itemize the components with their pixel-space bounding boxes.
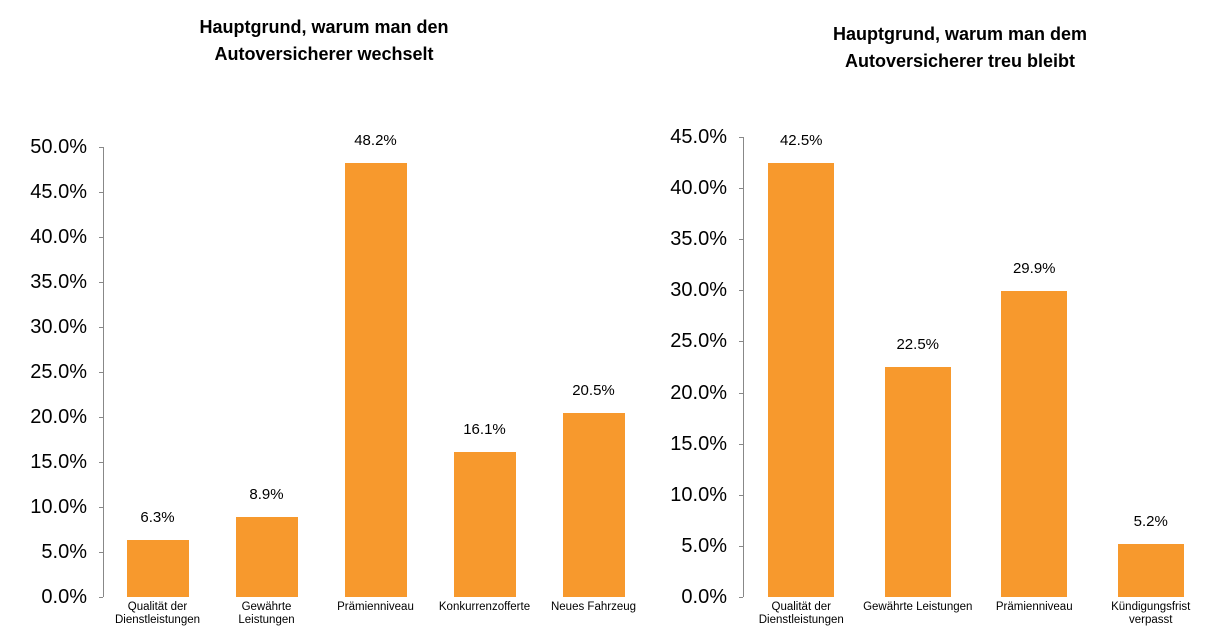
y-tick-label: 25.0% — [30, 361, 87, 383]
value-label: 5.2% — [1133, 512, 1168, 530]
y-tick-label: 15.0% — [30, 451, 87, 473]
value-label: 29.9% — [1012, 260, 1056, 278]
chart-title: Hauptgrund, warum man dem Autoversichere… — [832, 24, 1088, 71]
y-tick — [99, 552, 103, 553]
y-tick — [99, 147, 103, 148]
y-tick-label: 45.0% — [30, 181, 87, 203]
y-tick-label: 20.0% — [30, 406, 87, 428]
y-axis — [103, 147, 104, 597]
y-tick — [739, 494, 743, 496]
y-tick-label: 0.0% — [41, 586, 87, 608]
y-tick — [99, 417, 103, 418]
value-label: 42.5% — [779, 131, 823, 149]
y-tick-label: 40.0% — [670, 177, 727, 200]
y-tick — [99, 237, 103, 238]
y-tick — [99, 372, 103, 373]
value-label: 16.1% — [463, 421, 506, 439]
value-label: 48.2% — [354, 132, 397, 150]
y-tick-label: 10.0% — [670, 483, 727, 506]
y-tick — [739, 443, 743, 445]
y-tick-label: 25.0% — [670, 330, 727, 353]
y-tick — [99, 597, 103, 598]
bar — [884, 367, 951, 597]
y-tick-label: 0.0% — [681, 586, 727, 608]
x-tick-label: Qualität der Dienstleistungen — [758, 601, 844, 626]
bar — [126, 540, 189, 597]
y-tick — [739, 597, 743, 598]
y-tick — [99, 282, 103, 283]
y-tick — [99, 462, 103, 463]
y-tick — [739, 137, 743, 138]
value-label: 22.5% — [896, 336, 940, 353]
y-tick-label: 40.0% — [30, 226, 87, 248]
y-tick-label: 35.0% — [670, 228, 727, 251]
bar — [453, 452, 516, 597]
x-tick-label: Gewährte Leistungen — [863, 601, 973, 613]
bar — [235, 516, 298, 597]
bar — [562, 412, 625, 597]
value-label: 6.3% — [140, 509, 175, 527]
y-tick-label: 5.0% — [681, 534, 727, 557]
value-label: 20.5% — [572, 381, 615, 399]
y-tick-label: 5.0% — [41, 541, 87, 563]
y-tick-label: 50.0% — [30, 136, 87, 158]
y-tick — [739, 392, 743, 394]
y-tick — [99, 507, 103, 508]
y-tick — [99, 192, 103, 193]
chart-title: Hauptgrund, warum man den Autoversichere… — [199, 17, 449, 64]
y-tick — [739, 239, 743, 241]
bar — [1117, 543, 1184, 597]
bar — [1001, 291, 1068, 597]
y-tick — [739, 290, 743, 292]
y-tick — [739, 545, 743, 547]
y-tick — [739, 188, 743, 190]
y-tick-label: 30.0% — [670, 279, 727, 302]
y-tick — [99, 327, 103, 328]
y-tick-label: 45.0% — [670, 126, 727, 148]
x-tick-label: Qualität der Dienstleistungen — [114, 601, 201, 626]
y-tick-label: 35.0% — [30, 271, 87, 293]
y-tick — [739, 341, 743, 343]
x-tick-label: Prämienniveau — [995, 601, 1073, 613]
bar — [344, 163, 407, 597]
x-tick-label: Konkurrenzofferte — [438, 601, 531, 613]
value-label: 8.9% — [249, 485, 284, 503]
y-tick-label: 30.0% — [30, 316, 87, 338]
x-tick-label: Gewährte Leistungen — [238, 601, 295, 626]
y-tick-label: 15.0% — [670, 432, 727, 455]
y-axis — [743, 137, 744, 597]
x-tick-label: Prämienniveau — [337, 601, 414, 613]
x-tick-label: Neues Fahrzeug — [550, 601, 637, 613]
x-tick-label: Kündigungsfrist verpasst — [1111, 601, 1191, 626]
bar — [768, 162, 835, 597]
y-tick-label: 10.0% — [30, 496, 87, 518]
y-tick-label: 20.0% — [670, 381, 727, 404]
